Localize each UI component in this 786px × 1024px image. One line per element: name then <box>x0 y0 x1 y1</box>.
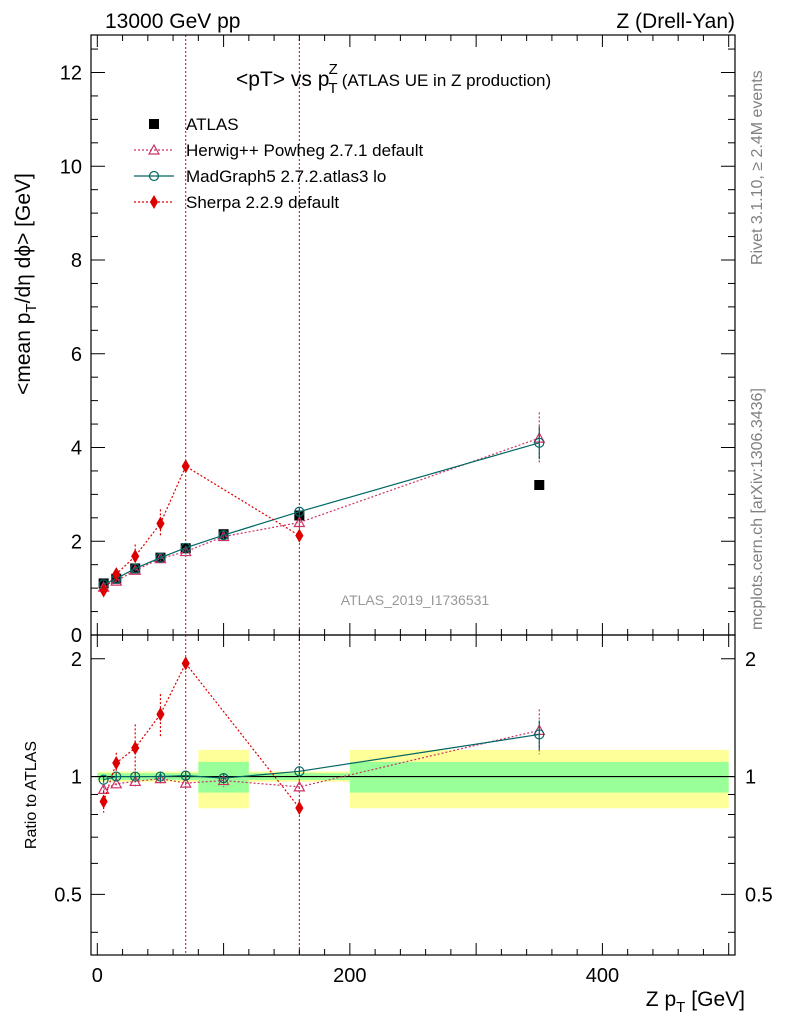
series-1-ratio-point <box>218 773 229 784</box>
y-axis-label-sub: T <box>23 303 40 312</box>
series-2-point <box>112 567 121 582</box>
series-1-ratio-point <box>130 771 141 782</box>
ratio-y-tick-label: 0.5 <box>54 884 82 906</box>
series-1-point <box>534 437 545 448</box>
header-left: 13000 GeV pp <box>105 10 240 33</box>
ratio-plot-frame <box>90 634 736 956</box>
ratio-y-tick-label-right: 1 <box>745 767 756 789</box>
y-axis-label: <mean pT/dη dϕ> [GeV] <box>12 173 40 395</box>
legend-series-0-label: Herwig++ Powheg 2.7.1 default <box>186 141 423 160</box>
y-tick-label: 12 <box>60 63 82 85</box>
series-2-point <box>131 549 140 564</box>
y-tick-label: 2 <box>71 531 82 553</box>
series-0-point <box>293 516 306 528</box>
series-1-ratio-point <box>98 774 109 785</box>
atlas-data-point <box>534 480 545 490</box>
series-2-ratio-point <box>112 755 121 770</box>
ratio-plot-content <box>91 635 735 955</box>
series-0-ratio-point <box>217 774 230 786</box>
series-1-ratio-point <box>294 766 305 777</box>
series-1-point <box>294 506 305 517</box>
x-axis-label-main: Z p <box>646 988 676 1011</box>
series-2-ratio-point <box>295 800 304 815</box>
y-axis-label-part1: <mean p <box>12 313 35 395</box>
main-x-ticks <box>96 35 730 635</box>
x-axis-label-unit: [GeV] <box>691 988 745 1011</box>
series-2-point <box>99 583 108 598</box>
legend-atlas-label: ATLAS <box>186 115 239 134</box>
ratio-y-ticks: 0.5 0.5 1 1 2 2 <box>54 649 773 933</box>
ratio-plot: 0 200 400 0.5 0.5 1 1 2 2 Ratio to ATLAS <box>23 634 773 987</box>
series-2-ratio-point <box>131 740 140 755</box>
series-0-line <box>103 437 540 588</box>
series-2-ratio-point <box>156 707 165 722</box>
chart-title-main: <pT> vs p <box>236 68 329 91</box>
legend-series-2-marker <box>149 195 159 209</box>
x-axis-label-sub: T <box>676 999 685 1016</box>
main-y-ticks: 0 2 4 6 8 10 12 <box>60 48 735 647</box>
header-right: Z (Drell-Yan) <box>616 10 735 33</box>
series-1-ratio-line <box>103 733 540 781</box>
ratio-y-tick-label: 1 <box>71 767 82 789</box>
ratio-y-axis-label: Ratio to ATLAS <box>23 741 40 849</box>
chart-title: <pT> vs pTZ(ATLAS UE in Z production) <box>236 61 551 97</box>
y-tick-label: 10 <box>60 156 82 178</box>
series-1-point <box>155 552 166 563</box>
x-axis-label: Z pT [GeV] <box>646 988 745 1016</box>
series-2-ratio-point <box>181 656 190 671</box>
series-0-ratio-point <box>179 776 192 788</box>
series-1-point <box>180 542 191 553</box>
series-2-point <box>156 516 165 531</box>
series-0-point <box>179 545 192 557</box>
series-0-ratio-point <box>293 780 306 792</box>
series-2-ratio-line <box>103 662 300 809</box>
rivet-label: Rivet 3.1.10, ≥ 2.4M events <box>749 70 766 265</box>
legend: ATLAS Herwig++ Powheg 2.7.1 default MadGra… <box>134 115 423 212</box>
chart-title-sub: T <box>328 80 337 97</box>
main-plot-content <box>97 35 546 635</box>
ratio-band-stat <box>349 761 729 793</box>
series-1-ratio-point <box>111 771 122 782</box>
y-tick-label: 4 <box>71 438 82 460</box>
legend-series-0-marker <box>147 143 161 155</box>
ratio-y-tick-label-right: 0.5 <box>745 884 773 906</box>
series-1-ratio-point <box>534 729 545 740</box>
y-tick-label: 6 <box>71 344 82 366</box>
mcplots-label: mcplots.cern.ch [arXiv:1306.3436] <box>749 388 766 630</box>
series-1-point <box>130 563 141 574</box>
chart-title-note: (ATLAS UE in Z production) <box>342 71 551 90</box>
series-0-ratio-point <box>110 777 123 789</box>
y-tick-label: 8 <box>71 250 82 272</box>
analysis-watermark: ATLAS_2019_I1736531 <box>341 592 490 608</box>
legend-series-2-label: Sherpa 2.2.9 default <box>186 193 339 212</box>
y-axis-label-part2: /dη dϕ> [GeV] <box>12 173 35 303</box>
x-tick-label: 200 <box>333 965 366 987</box>
series-0-point <box>110 574 123 586</box>
chart-title-sup: Z <box>329 61 338 78</box>
ratio-y-tick-label-right: 2 <box>745 649 756 671</box>
legend-series-1-marker <box>148 170 160 182</box>
ratio-x-ticks: 0 200 400 <box>92 635 730 987</box>
series-0-ratio-point <box>97 783 110 794</box>
series-1-ratio-point <box>155 771 166 782</box>
series-1-line <box>103 442 540 585</box>
series-1-ratio-point <box>180 770 191 781</box>
ratio-y-tick-label: 2 <box>71 649 82 671</box>
y-tick-label: 0 <box>71 625 82 647</box>
series-0-ratio-point <box>154 772 167 784</box>
legend-atlas-marker <box>149 119 159 129</box>
x-tick-label: 400 <box>586 965 619 987</box>
series-2-ratio-point <box>99 794 108 809</box>
legend-series-1-label: MadGraph5 2.7.2.atlas3 lo <box>186 167 386 186</box>
x-tick-label: 0 <box>92 965 103 987</box>
series-1-point <box>218 530 229 541</box>
series-2-point <box>181 459 190 474</box>
series-2-point <box>295 528 304 543</box>
